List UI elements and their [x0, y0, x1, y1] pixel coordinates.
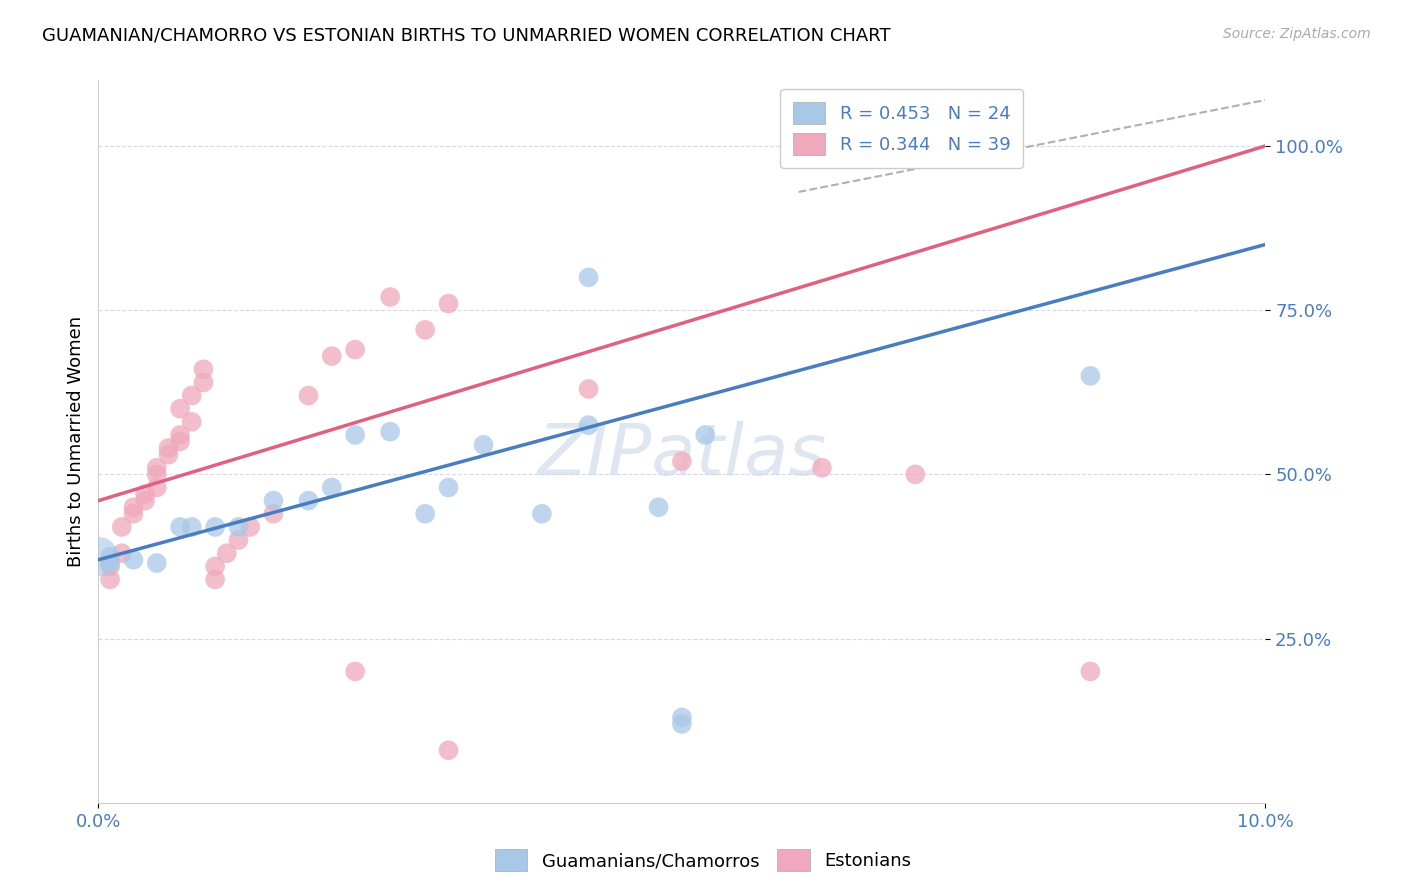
Y-axis label: Births to Unmarried Women: Births to Unmarried Women: [66, 316, 84, 567]
Point: [98, 559, 121, 574]
Point: [578, 270, 600, 285]
Point: [169, 520, 191, 534]
Point: [1080, 368, 1102, 383]
Point: [380, 425, 402, 439]
Legend: R = 0.453   N = 24, R = 0.344   N = 39: R = 0.453 N = 24, R = 0.344 N = 39: [780, 89, 1024, 168]
Point: [228, 533, 250, 547]
Point: [228, 520, 250, 534]
Point: [413, 507, 436, 521]
Point: [262, 493, 284, 508]
Text: ZIPatlas: ZIPatlas: [537, 422, 827, 491]
Point: [380, 290, 402, 304]
Legend: Guamanians/Chamorros, Estonians: Guamanians/Chamorros, Estonians: [488, 842, 918, 879]
Point: [169, 428, 191, 442]
Point: [122, 500, 145, 515]
Point: [169, 434, 191, 449]
Point: [146, 460, 169, 475]
Point: [215, 546, 238, 560]
Point: [157, 448, 180, 462]
Point: [344, 665, 367, 679]
Point: [578, 382, 600, 396]
Text: Source: ZipAtlas.com: Source: ZipAtlas.com: [1223, 27, 1371, 41]
Point: [811, 460, 834, 475]
Point: [671, 717, 693, 731]
Point: [239, 520, 262, 534]
Point: [193, 362, 215, 376]
Point: [98, 573, 121, 587]
Point: [472, 438, 495, 452]
Point: [157, 441, 180, 455]
Text: GUAMANIAN/CHAMORRO VS ESTONIAN BIRTHS TO UNMARRIED WOMEN CORRELATION CHART: GUAMANIAN/CHAMORRO VS ESTONIAN BIRTHS TO…: [42, 27, 891, 45]
Point: [344, 343, 367, 357]
Point: [530, 507, 553, 521]
Point: [122, 553, 145, 567]
Point: [321, 481, 343, 495]
Point: [169, 401, 191, 416]
Point: [193, 376, 215, 390]
Point: [1080, 665, 1102, 679]
Point: [111, 520, 134, 534]
Point: [578, 418, 600, 433]
Point: [180, 388, 202, 402]
Point: [297, 493, 319, 508]
Point: [134, 493, 156, 508]
Point: [98, 556, 121, 570]
Point: [413, 323, 436, 337]
Point: [437, 481, 460, 495]
Point: [437, 743, 460, 757]
Point: [262, 507, 284, 521]
Point: [671, 454, 693, 468]
Point: [671, 710, 693, 724]
Point: [904, 467, 927, 482]
Point: [134, 487, 156, 501]
Point: [695, 428, 717, 442]
Point: [98, 549, 121, 564]
Point: [204, 573, 226, 587]
Point: [344, 428, 367, 442]
Point: [437, 296, 460, 310]
Point: [204, 520, 226, 534]
Point: [87, 549, 110, 564]
Point: [146, 481, 169, 495]
Point: [180, 520, 202, 534]
Point: [204, 559, 226, 574]
Point: [146, 556, 169, 570]
Point: [321, 349, 343, 363]
Point: [297, 388, 319, 402]
Point: [146, 467, 169, 482]
Point: [122, 507, 145, 521]
Point: [647, 500, 669, 515]
Point: [111, 546, 134, 560]
Point: [180, 415, 202, 429]
